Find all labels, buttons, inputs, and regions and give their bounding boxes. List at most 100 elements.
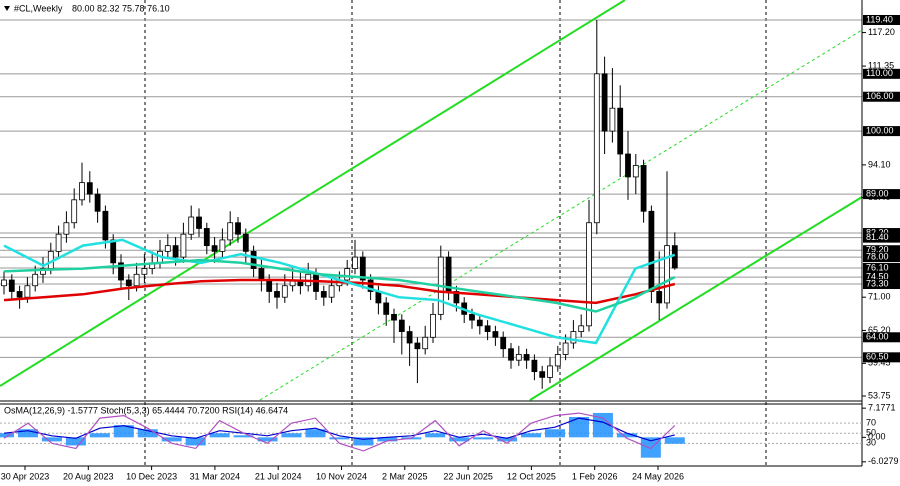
level-box	[863, 252, 900, 263]
x-tick-label: 30 Apr 2023	[1, 471, 50, 481]
candle-body	[172, 245, 179, 258]
candle-body	[328, 285, 335, 298]
osma-bar	[473, 437, 494, 440]
candle-body	[586, 222, 592, 327]
level-label: 110.00	[866, 68, 893, 78]
x-tick-label: 20 Aug 2023	[63, 471, 114, 481]
channel-lower	[529, 196, 863, 401]
candle-body	[547, 365, 553, 378]
candle-body	[359, 256, 366, 281]
osma-bar	[497, 437, 518, 442]
candle-body	[406, 331, 413, 344]
candle-body	[469, 313, 475, 321]
candle-body	[531, 359, 538, 373]
level-label: 64.00	[866, 332, 889, 342]
candle-body	[227, 222, 234, 241]
candle-body	[32, 273, 39, 287]
level-box	[863, 262, 900, 273]
menu-arrow[interactable]	[4, 6, 10, 11]
candle-body	[196, 216, 202, 229]
osc-line	[3, 412, 676, 452]
candle-body	[266, 279, 273, 292]
candle-body	[164, 245, 171, 252]
candle-body	[609, 107, 616, 132]
candle-body	[344, 268, 351, 281]
candle-body	[492, 331, 499, 338]
osma-bar	[161, 437, 182, 442]
osma-bar	[0, 433, 14, 438]
osma-bar	[17, 429, 38, 438]
candle-body	[133, 273, 140, 287]
osma-bar	[664, 437, 685, 444]
x-tick-label: 12 Oct 2025	[507, 471, 556, 481]
osc-level-label: 30	[866, 438, 876, 448]
osma-bar	[89, 433, 110, 438]
osc-tick-label: -6.0279	[868, 456, 899, 466]
candle-body	[180, 233, 187, 258]
candle-body	[102, 210, 109, 241]
candle-body	[86, 182, 93, 195]
candle-body	[211, 245, 218, 252]
osma-bar	[449, 437, 470, 442]
candle-body	[274, 291, 280, 298]
osc-line	[3, 417, 675, 442]
candle-body	[414, 342, 421, 350]
candle-body	[484, 325, 491, 332]
candle-body	[55, 233, 62, 252]
osma-bar	[41, 437, 62, 442]
candle-body	[515, 354, 522, 361]
y-tick-label: 94.10	[868, 159, 891, 169]
candle-body	[422, 336, 429, 350]
x-tick-label: 10 Nov 2024	[316, 471, 367, 481]
candle-body	[219, 239, 226, 252]
level-label: 79.20	[866, 245, 889, 255]
y-tick-label: 59.45	[868, 358, 891, 368]
candle-body	[250, 250, 257, 269]
level-box	[863, 332, 900, 343]
candle-body	[648, 210, 655, 292]
candle-body	[391, 313, 397, 321]
osma-bar	[616, 433, 637, 438]
osma-bar	[377, 437, 398, 442]
level-label: 76.10	[866, 262, 889, 272]
osc-level-label: 50	[866, 428, 876, 438]
candle-body	[625, 153, 631, 178]
candle-body	[71, 199, 78, 224]
x-tick-label: 22 Jun 2025	[443, 471, 493, 481]
candle-body	[664, 245, 670, 304]
y-tick-label: 65.20	[868, 325, 891, 335]
level-box	[863, 279, 900, 290]
candle-body	[671, 245, 678, 269]
candle-body	[16, 291, 23, 298]
x-tick-label: 31 Mar 2024	[190, 471, 241, 481]
candle-body	[656, 291, 663, 304]
x-tick-label: 10 Dec 2023	[126, 471, 177, 481]
moving-average	[3, 238, 676, 345]
candle-body	[554, 354, 561, 367]
candle-body	[242, 233, 249, 252]
y-tick-label: 53.75	[868, 390, 891, 400]
level-box	[863, 352, 900, 363]
x-tick-label: 21 Jul 2024	[255, 471, 302, 481]
candle-body	[508, 348, 514, 361]
candle-body	[320, 291, 327, 298]
y-tick-label: 117.20	[868, 27, 895, 37]
candle-body	[476, 319, 483, 327]
candle-body	[281, 285, 288, 298]
candle-body	[601, 73, 608, 132]
candle-body	[24, 285, 31, 298]
oscillator-title: OsMA(12,26,9) -1.5777 Stoch(5,3,3) 65.44…	[4, 405, 288, 415]
level-box	[863, 126, 900, 137]
level-box	[863, 91, 900, 102]
moving-average	[3, 278, 676, 305]
level-box	[863, 272, 900, 283]
level-label: 73.30	[866, 278, 889, 288]
candle-body	[539, 371, 546, 378]
candle-body	[63, 222, 70, 235]
candle-body	[94, 193, 101, 212]
candle-body	[578, 325, 585, 332]
level-label: 74.50	[866, 272, 889, 282]
candle-body	[383, 302, 390, 315]
osc-tick-label: 0.00	[868, 432, 886, 442]
osma-bar	[521, 433, 542, 438]
